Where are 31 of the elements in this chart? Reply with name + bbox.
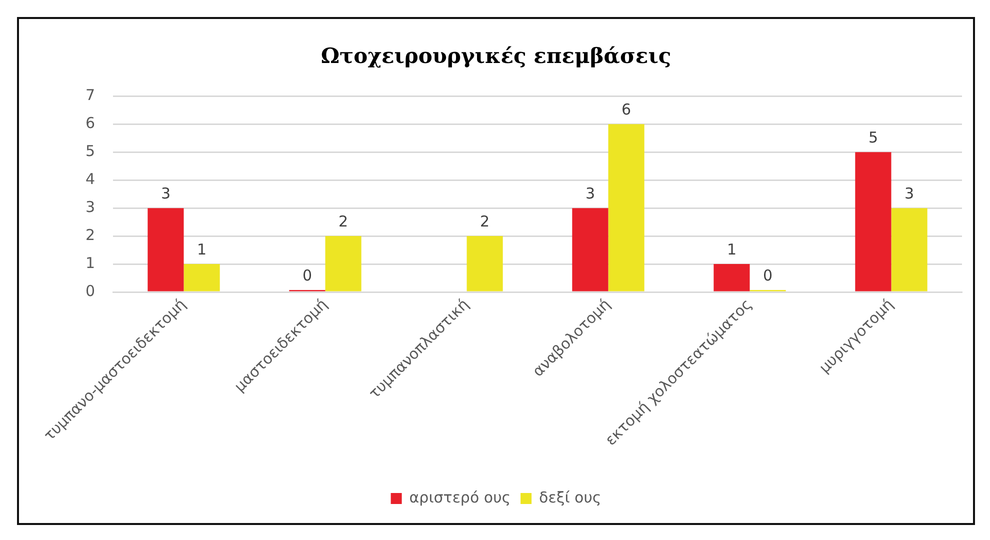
legend-label: αριστερό ους bbox=[409, 488, 511, 506]
data-label: 3 bbox=[585, 184, 595, 202]
bar bbox=[572, 208, 608, 292]
data-label: 0 bbox=[302, 266, 312, 284]
data-label: 6 bbox=[622, 100, 632, 119]
data-label: 0 bbox=[763, 266, 773, 284]
y-tick-label: 6 bbox=[85, 114, 95, 132]
y-tick-label: 5 bbox=[85, 142, 95, 160]
legend-label: δεξί ους bbox=[539, 488, 602, 506]
data-label: 2 bbox=[480, 212, 490, 230]
y-tick-label: 1 bbox=[85, 254, 95, 272]
bar bbox=[608, 124, 644, 292]
data-label: 1 bbox=[197, 240, 207, 258]
bar bbox=[855, 152, 892, 292]
data-label: 3 bbox=[160, 184, 170, 202]
data-label: 5 bbox=[868, 128, 878, 147]
bar bbox=[714, 264, 750, 292]
y-tick-label: 0 bbox=[85, 282, 95, 300]
bar bbox=[325, 236, 362, 292]
y-tick-label: 2 bbox=[85, 226, 95, 244]
data-label: 1 bbox=[726, 240, 736, 258]
bar bbox=[466, 236, 503, 292]
data-label: 3 bbox=[904, 184, 914, 202]
bar bbox=[184, 264, 220, 292]
y-tick-label: 3 bbox=[85, 198, 95, 216]
bar bbox=[891, 208, 928, 292]
y-tick-label: 7 bbox=[85, 86, 95, 104]
chart-title: Ωτοχειρουργικές επεμβάσεις bbox=[320, 43, 672, 68]
y-tick-label: 4 bbox=[85, 170, 95, 188]
bar bbox=[148, 208, 184, 292]
data-label: 2 bbox=[338, 212, 348, 230]
